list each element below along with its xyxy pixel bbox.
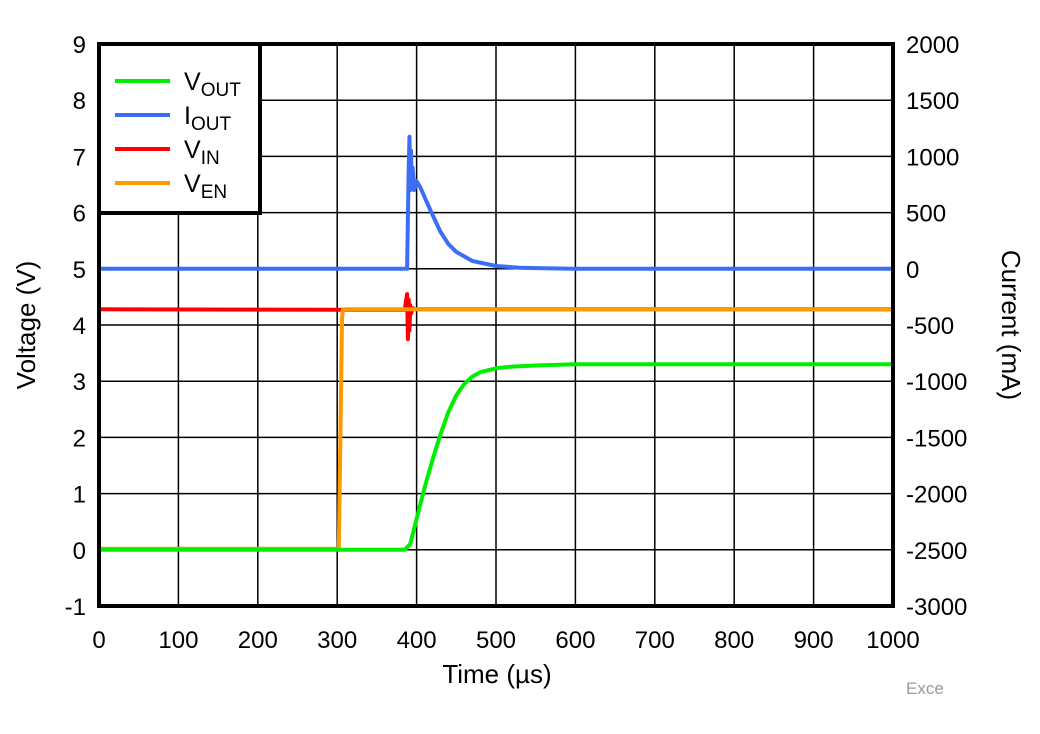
y2-tick-label: 1500 — [906, 88, 959, 115]
y-tick-label: 8 — [73, 88, 86, 115]
plot-frame — [97, 42, 895, 608]
y-tick-label: 6 — [73, 201, 86, 228]
x-tick-label: 200 — [238, 627, 278, 654]
y2-tick-label: -1500 — [906, 425, 967, 452]
legend-label-ven: VEN — [184, 170, 227, 203]
x-tick-label: 800 — [714, 627, 754, 654]
series-line-vout — [99, 362, 893, 552]
x-axis-ticks: 0 100 200 300 400 500 600 700 800 900 1000 — [92, 627, 919, 654]
y-axis-ticks: -1 0 1 2 3 4 5 6 7 8 9 — [65, 32, 86, 621]
y-tick-label: 5 — [73, 257, 86, 284]
x-tick-label: 700 — [635, 627, 675, 654]
x-tick-label: 300 — [317, 627, 357, 654]
watermark-text: Exce — [906, 679, 944, 698]
x-tick-label: 400 — [397, 627, 437, 654]
y2-tick-label: 2000 — [906, 32, 959, 59]
x-tick-label: 0 — [92, 627, 105, 654]
y-tick-label: 7 — [73, 144, 86, 171]
y-axis-title: Voltage (V) — [11, 261, 41, 390]
y2-tick-label: -1000 — [906, 369, 967, 396]
x-tick-label: 500 — [476, 627, 516, 654]
x-tick-label: 1000 — [866, 627, 919, 654]
series-line-iout — [99, 134, 893, 271]
y2-tick-label: -3000 — [906, 594, 967, 621]
y-tick-label: 9 — [73, 32, 86, 59]
y2-tick-label: -500 — [906, 313, 954, 340]
legend-label-iout: IOUT — [184, 102, 231, 135]
y2-tick-label: -2500 — [906, 538, 967, 565]
y-tick-label: 4 — [73, 313, 86, 340]
y-tick-label: 2 — [73, 425, 86, 452]
x-axis-title: Time (µs) — [442, 659, 551, 689]
x-tick-label: 100 — [158, 627, 198, 654]
legend-box — [97, 42, 262, 215]
data-series — [98, 134, 893, 552]
x-tick-label: 900 — [794, 627, 834, 654]
y2-tick-label: 500 — [906, 201, 946, 228]
y2-tick-label: 0 — [906, 257, 919, 284]
y2-tick-label: -2000 — [906, 482, 967, 509]
grid-lines — [99, 44, 893, 606]
y-tick-label: 3 — [73, 369, 86, 396]
y-tick-label: 1 — [73, 482, 86, 509]
legend-label-vout: VOUT — [184, 68, 241, 101]
y-tick-label: 0 — [73, 538, 86, 565]
legend-label-vin: VIN — [184, 136, 220, 169]
x-tick-label: 600 — [555, 627, 595, 654]
y2-tick-label: 1000 — [906, 144, 959, 171]
y2-axis-ticks: -3000 -2500 -2000 -1500 -1000 -500 0 500 1000 150… — [906, 32, 967, 621]
y2-axis-title: Current (mA) — [996, 250, 1026, 400]
y-tick-label: -1 — [65, 594, 86, 621]
